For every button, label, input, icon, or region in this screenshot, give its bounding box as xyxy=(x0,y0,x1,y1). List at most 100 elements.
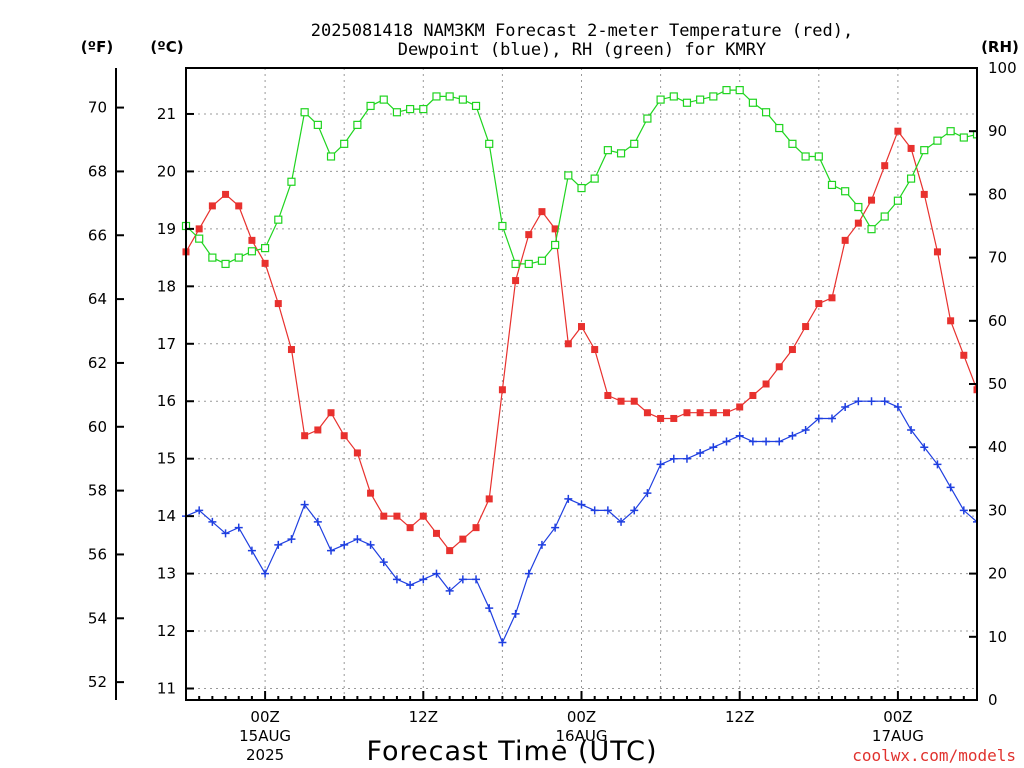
dewpoint-point xyxy=(643,489,652,498)
fahrenheit-tick-label: 70 xyxy=(88,99,107,117)
celsius-tick-label: 21 xyxy=(157,105,176,123)
celsius-tick-label: 13 xyxy=(157,565,176,583)
dewpoint-point xyxy=(313,517,322,526)
temperature-point xyxy=(525,231,533,239)
rh-point xyxy=(419,104,428,114)
x-tick-label: 12Z xyxy=(725,708,754,726)
dewpoint-point xyxy=(735,431,744,440)
rh-point xyxy=(643,114,652,123)
dewpoint-point xyxy=(762,437,771,446)
temperature-point xyxy=(775,363,783,371)
dewpoint-point xyxy=(959,506,968,515)
temperature-point xyxy=(604,391,612,399)
temperature-point xyxy=(987,398,994,405)
temperature-point xyxy=(709,409,717,417)
dewpoint-point xyxy=(445,586,454,595)
series-layer xyxy=(181,86,1007,647)
dewpoint-point xyxy=(973,517,977,526)
temperature-point xyxy=(274,300,282,308)
rh-point xyxy=(564,171,573,180)
rh-point xyxy=(748,98,757,107)
temperature-point xyxy=(617,397,625,405)
temperature-point xyxy=(973,386,977,394)
dewpoint-point xyxy=(524,569,533,578)
rh-point xyxy=(735,86,744,95)
temperature-point xyxy=(538,208,546,216)
celsius-tick-label: 12 xyxy=(157,622,176,640)
temperature-point xyxy=(920,190,928,198)
rh-point xyxy=(551,240,560,250)
temperature-point xyxy=(459,535,467,543)
rh-point xyxy=(616,149,626,158)
rh-point xyxy=(682,98,692,107)
rh-point xyxy=(511,259,520,269)
dewpoint-point xyxy=(287,535,296,544)
rh-point xyxy=(696,95,705,104)
rh-tick-label: 100 xyxy=(988,59,1017,77)
rh-point xyxy=(234,253,243,262)
temperature-point xyxy=(683,409,691,417)
fahrenheit-tick-label: 66 xyxy=(88,226,107,244)
temperature-point xyxy=(393,512,401,520)
dewpoint-point xyxy=(551,523,560,532)
temperature-point xyxy=(287,346,295,354)
chart-title-line1: 2025081418 NAM3KM Forecast 2-meter Tempe… xyxy=(311,21,853,41)
rh-point xyxy=(933,136,942,145)
fahrenheit-tick-label: 60 xyxy=(88,418,107,436)
temperature-point xyxy=(736,403,744,411)
rh-axis-unit: (RH) xyxy=(981,38,1019,56)
rh-point xyxy=(603,146,612,155)
dewpoint-point xyxy=(827,414,836,423)
rh-point xyxy=(577,183,586,193)
dewpoint-point xyxy=(234,523,243,532)
temperature-point xyxy=(1000,415,1007,422)
fahrenheit-tick-label: 58 xyxy=(88,482,107,500)
dewpoint-point xyxy=(577,500,586,509)
fahrenheit-axis-unit: (ºF) xyxy=(81,38,113,56)
rh-point xyxy=(392,108,402,117)
fahrenheit-tick-label: 62 xyxy=(88,354,107,372)
rh-point xyxy=(959,133,968,142)
dewpoint-point xyxy=(392,575,401,584)
temperature-point xyxy=(696,409,704,417)
rh-point xyxy=(761,108,771,117)
rh-tick-label: 50 xyxy=(988,375,1007,393)
temperature-line xyxy=(185,129,977,552)
temperature-point xyxy=(380,512,388,520)
temperature-point xyxy=(564,340,572,348)
temperature-point xyxy=(881,162,889,170)
dewpoint-point xyxy=(630,506,639,515)
rh-point xyxy=(221,259,230,269)
x-tick-year: 2025 xyxy=(246,746,284,764)
rh-point xyxy=(880,212,889,221)
temperature-point xyxy=(512,277,520,285)
rh-point xyxy=(406,104,415,114)
rh-tick-label: 90 xyxy=(988,122,1007,140)
temperature-point xyxy=(222,190,230,198)
celsius-axis-unit: (ºC) xyxy=(150,38,183,56)
dewpoint-point xyxy=(419,575,428,584)
dewpoint-point xyxy=(511,609,520,618)
dewpoint-point xyxy=(406,581,415,590)
rh-point xyxy=(445,92,454,101)
dewpoint-point xyxy=(432,569,441,578)
temperature-point xyxy=(551,225,559,233)
x-tick-label: 00Z xyxy=(567,708,596,726)
x-axis-label: Forecast Time (UTC) xyxy=(366,736,657,767)
temperature-point xyxy=(749,391,757,399)
rh-point xyxy=(287,177,296,186)
rh-point xyxy=(485,139,494,148)
fahrenheit-tick-label: 54 xyxy=(88,609,107,627)
x-tick-label: 00Z xyxy=(883,708,912,726)
dewpoint-point xyxy=(617,517,626,526)
temperature-point xyxy=(261,259,269,267)
temperature-point xyxy=(802,323,810,331)
dewpoint-point xyxy=(893,402,902,411)
celsius-tick-label: 15 xyxy=(157,450,176,468)
plot-frame xyxy=(185,67,978,701)
rh-point xyxy=(867,225,876,234)
dewpoint-point xyxy=(537,540,546,549)
rh-point xyxy=(524,259,533,269)
temperature-point xyxy=(723,409,731,417)
